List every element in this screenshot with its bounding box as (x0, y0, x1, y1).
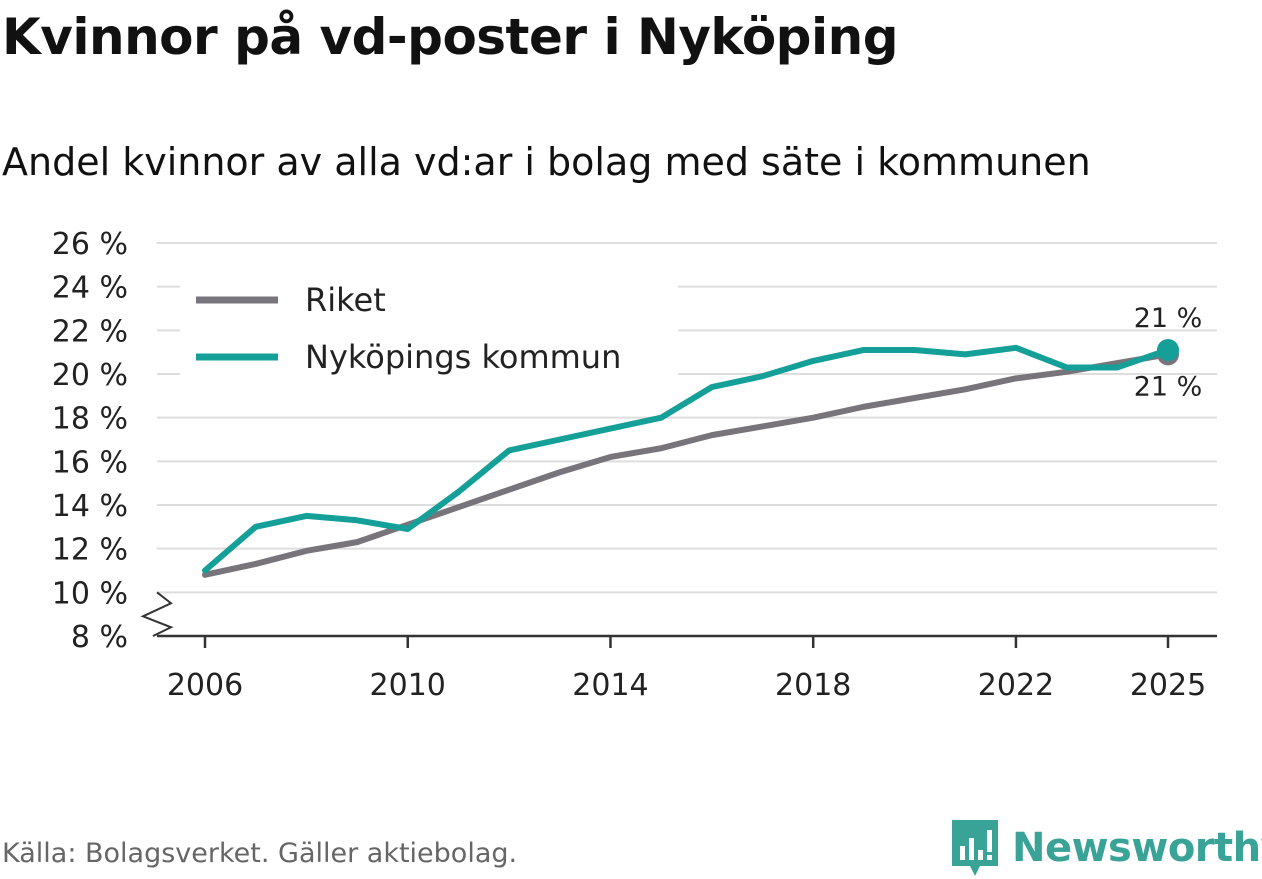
x-tick-label: 2006 (167, 668, 243, 703)
y-tick-label: 14 % (52, 489, 128, 524)
x-tick-label: 2025 (1130, 668, 1206, 703)
series-line (202, 351, 1171, 578)
legend: Riket Nyköpings kommun (180, 281, 678, 382)
page-title: Kvinnor på vd-poster i Nyköping (2, 8, 899, 66)
y-tick-label: 10 % (52, 576, 128, 611)
source-note: Källa: Bolagsverket. Gäller aktiebolag. (2, 838, 518, 869)
series-end-point (1157, 338, 1179, 361)
newsworthy-logo-icon (952, 820, 998, 876)
end-label-nykoping: 21 % (1134, 303, 1203, 334)
axes: 8 % 10 % 12 % 14 % 16 % 18 % 20 % 22 % 24 % 26 % 2… (52, 227, 1217, 703)
series-lines (202, 338, 1179, 578)
y-tick-label: 18 % (52, 402, 128, 437)
y-tick-label: 16 % (52, 445, 128, 480)
legend-label: Riket (305, 281, 386, 319)
y-tick-label: 8 % (71, 620, 128, 655)
y-tick-label: 24 % (52, 271, 128, 306)
legend-label: Nyköpings kommun (305, 338, 621, 376)
y-tick-label: 26 % (52, 227, 128, 262)
brand-name: Newsworthy (1012, 825, 1262, 871)
y-tick-label: 22 % (52, 314, 128, 349)
axis-break-icon (140, 591, 174, 637)
x-tick-label: 2022 (978, 668, 1054, 703)
brand-logo: Newsworthy (950, 818, 1262, 878)
y-tick-label: 20 % (52, 358, 128, 393)
x-tick-label: 2014 (572, 668, 648, 703)
end-labels: 21 % 21 % (1134, 303, 1203, 402)
end-label-riket: 21 % (1134, 371, 1203, 402)
x-tick-label: 2010 (370, 668, 446, 703)
y-tick-label: 12 % (52, 533, 128, 568)
x-tick-label: 2018 (775, 668, 851, 703)
series-line (202, 344, 1171, 574)
chart-subtitle: Andel kvinnor av alla vd:ar i bolag med … (2, 140, 1091, 184)
